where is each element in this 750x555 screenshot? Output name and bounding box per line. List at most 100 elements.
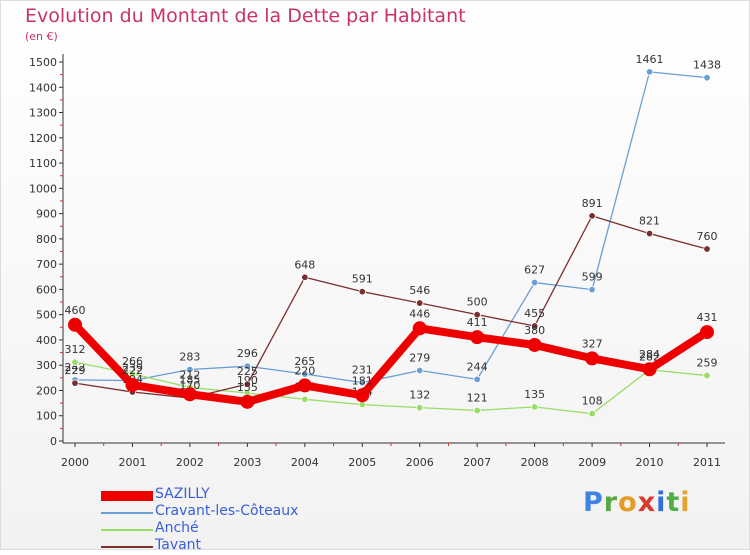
x-tick-label: 2004 (291, 456, 319, 469)
x-tick-label: 2002 (176, 456, 204, 469)
data-point (71, 379, 79, 387)
data-point (301, 273, 309, 281)
data-label: 121 (467, 391, 488, 404)
data-point (243, 362, 252, 370)
legend-label: Cravant-les-Côteaux (155, 503, 299, 519)
data-label: 500 (467, 296, 488, 309)
data-point (68, 317, 82, 332)
series-line-1 (74, 71, 708, 384)
y-tick-label: 100 (36, 410, 57, 423)
x-tick-label: 2006 (406, 456, 434, 469)
legend-label: SAZILLY (155, 486, 210, 502)
data-label: 132 (409, 389, 430, 402)
y-tick-label: 0 (50, 435, 57, 448)
data-point (473, 310, 481, 319)
data-point (645, 229, 654, 238)
y-tick-label: 500 (36, 309, 57, 322)
data-point (645, 68, 654, 76)
data-point (71, 358, 79, 366)
data-label: 760 (697, 230, 718, 243)
data-label: 170 (179, 379, 200, 392)
data-label: 242 (65, 361, 86, 374)
data-point (473, 375, 481, 384)
data-label: 135 (524, 388, 545, 401)
x-tick-label: 2009 (578, 456, 606, 469)
legend-label: Anché (155, 520, 199, 536)
y-tick-label: 300 (36, 359, 57, 372)
data-point (588, 212, 596, 220)
data-point (588, 285, 596, 294)
y-tick-label: 1100 (29, 157, 57, 170)
data-label: 239 (122, 362, 143, 375)
x-tick-label: 2007 (463, 456, 491, 469)
data-label: 455 (524, 307, 545, 320)
data-point (186, 365, 194, 374)
data-label: 284 (639, 348, 660, 361)
data-point (182, 387, 197, 402)
data-label: 591 (352, 273, 373, 286)
data-label: 225 (237, 365, 258, 378)
data-label: 244 (467, 360, 488, 373)
data-point (530, 322, 539, 330)
data-label: 648 (294, 258, 315, 271)
data-point (703, 73, 711, 82)
x-tick-label: 2000 (61, 456, 89, 469)
y-tick-label: 800 (36, 233, 57, 246)
data-label: 296 (237, 347, 258, 360)
data-label: 821 (639, 215, 660, 228)
data-point (703, 371, 711, 380)
y-tick-label: 1000 (29, 182, 57, 195)
data-label: 431 (697, 311, 718, 324)
data-label: 266 (122, 355, 143, 368)
data-point (588, 410, 596, 418)
data-point (297, 378, 312, 393)
y-tick-label: 1200 (29, 132, 57, 145)
data-label: 155 (237, 381, 258, 394)
data-label: 283 (179, 350, 200, 363)
data-point (470, 330, 485, 345)
x-tick-label: 2005 (348, 456, 376, 469)
data-point (358, 287, 366, 296)
y-tick-label: 400 (36, 334, 57, 347)
series-line-3 (74, 215, 708, 399)
data-label: 599 (582, 271, 603, 284)
chart-title: Evolution du Montant de la Dette par Hab… (25, 5, 466, 27)
data-label: 212 (179, 368, 200, 381)
data-label: 265 (294, 355, 315, 368)
chart-subtitle: (en €) (25, 30, 58, 43)
data-point (700, 325, 714, 340)
legend-swatch (101, 490, 153, 501)
data-label: 627 (524, 264, 545, 277)
legend-swatch (101, 545, 153, 548)
data-label: 181 (352, 374, 373, 387)
data-point (355, 388, 370, 403)
data-point (642, 362, 657, 377)
data-point (416, 403, 424, 412)
data-point (128, 370, 137, 378)
y-tick-label: 1500 (29, 56, 57, 69)
x-tick-label: 2011 (693, 456, 721, 469)
legend-swatch (101, 511, 153, 514)
data-label: 185 (179, 373, 200, 386)
data-label: 312 (65, 343, 86, 356)
data-point (585, 351, 600, 366)
data-point (301, 395, 309, 404)
data-point (240, 394, 255, 409)
data-label: 460 (65, 304, 86, 317)
y-tick-label: 900 (36, 208, 57, 221)
data-point (416, 299, 424, 307)
y-tick-label: 600 (36, 283, 57, 296)
proxiti-logo: Proxiti (583, 487, 691, 518)
data-label: 282 (639, 351, 660, 364)
data-label: 279 (409, 352, 430, 365)
data-label: 222 (122, 364, 143, 377)
data-point (125, 377, 140, 392)
x-tick-label: 2008 (521, 456, 549, 469)
data-label: 411 (467, 316, 488, 329)
y-tick-label: 700 (36, 258, 57, 271)
legend-swatch (101, 528, 153, 531)
data-point (412, 321, 427, 336)
data-point (530, 278, 539, 287)
data-point (416, 366, 424, 375)
